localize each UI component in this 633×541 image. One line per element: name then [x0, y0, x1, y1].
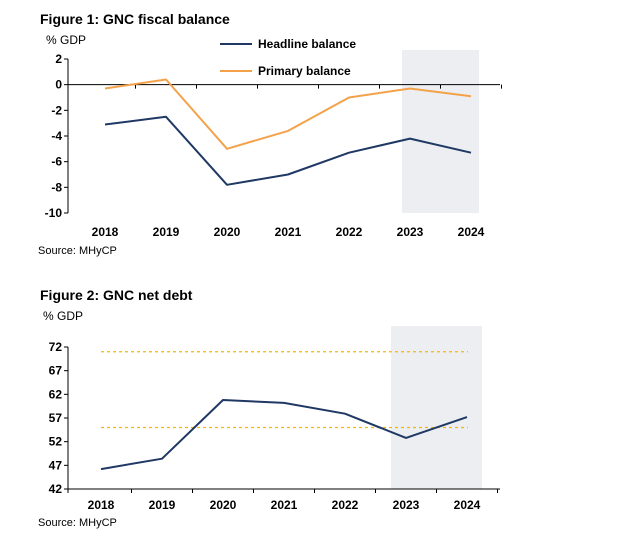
figure1-chart: 2 0 -2 -4 -6 -8 -10 2018 2019 2020 2021 2022 2023 202… [45, 37, 502, 239]
forecast-shading [402, 50, 479, 213]
y-tick-label: 52 [49, 435, 63, 449]
figure2-title: Figure 2: GNC net debt [40, 287, 193, 303]
x-tick-label: 2022 [336, 225, 363, 239]
figure1-y-unit: % GDP [46, 33, 87, 47]
x-tick-label: 2020 [214, 225, 241, 239]
x-tick-label: 2019 [149, 498, 176, 512]
legend-label: Headline balance [258, 37, 356, 51]
series-line-headline-balance [104, 115, 472, 186]
series-line-primary-balance [104, 78, 472, 150]
x-tick-label: 2019 [153, 225, 180, 239]
y-tick-label: 2 [55, 52, 62, 66]
y-tick-label: -10 [45, 206, 63, 220]
y-tick-label: 42 [49, 482, 63, 496]
x-tick-label: 2021 [275, 225, 302, 239]
x-tick-label: 2023 [397, 225, 424, 239]
figure2-chart: 72 67 62 57 52 47 42 2018 2019 2020 2021 2022 2023 20… [49, 326, 500, 512]
y-tick-label: 72 [49, 340, 63, 354]
y-tick-label: 62 [49, 387, 63, 401]
legend-label: Primary balance [258, 64, 351, 78]
y-tick-label: -8 [51, 180, 62, 194]
y-tick-label: -6 [51, 155, 62, 169]
x-tick-label: 2023 [393, 498, 420, 512]
figure1-title: Figure 1: GNC fiscal balance [40, 11, 230, 27]
y-tick-label: -2 [51, 103, 62, 117]
y-tick-label: 0 [55, 78, 62, 92]
x-tick-label: 2018 [88, 498, 115, 512]
x-tick-label: 2018 [92, 225, 119, 239]
x-tick-label: 2020 [210, 498, 237, 512]
figure2-source: Source: MHyCP [38, 517, 117, 529]
x-tick-label: 2021 [271, 498, 298, 512]
x-tick-label: 2024 [454, 498, 481, 512]
y-tick-label: 57 [49, 411, 63, 425]
y-tick-label: 67 [49, 364, 63, 378]
y-tick-label: 47 [49, 458, 63, 472]
forecast-shading [391, 326, 482, 489]
figure2-y-unit: % GDP [43, 309, 84, 323]
series-line-net-debt [100, 399, 468, 471]
x-tick-label: 2024 [458, 225, 485, 239]
y-tick-label: -4 [51, 129, 62, 143]
x-tick-label: 2022 [332, 498, 359, 512]
figure1-source: Source: MHyCP [38, 245, 117, 257]
